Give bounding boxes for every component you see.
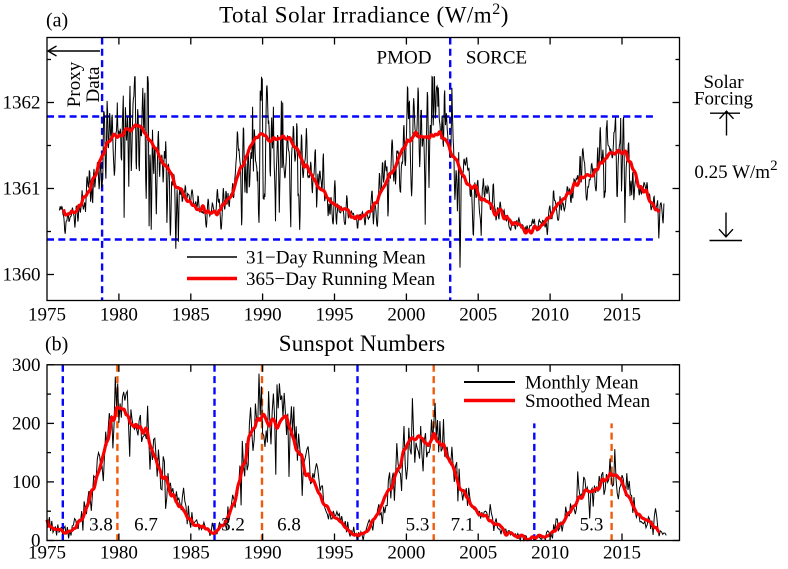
svg-text:Forcing: Forcing [694,89,754,110]
svg-text:2000: 2000 [387,543,425,564]
svg-text:1985: 1985 [172,543,210,564]
svg-text:1360: 1360 [3,265,41,286]
svg-text:1361: 1361 [3,179,41,200]
svg-text:5.3: 5.3 [580,515,604,536]
svg-text:2000: 2000 [387,305,425,326]
svg-text:1980: 1980 [100,305,138,326]
svg-text:6.8: 6.8 [277,515,301,536]
svg-text:(a): (a) [46,10,68,32]
svg-text:200: 200 [12,413,41,434]
svg-text:3.2: 3.2 [221,515,245,536]
svg-text:2005: 2005 [459,305,497,326]
svg-text:2010: 2010 [531,543,569,564]
svg-text:1362: 1362 [3,93,41,114]
svg-text:Smoothed Mean: Smoothed Mean [525,391,651,412]
svg-text:365−Day Running Mean: 365−Day Running Mean [246,269,436,290]
svg-text:2010: 2010 [531,305,569,326]
svg-text:1975: 1975 [28,543,66,564]
svg-text:(b): (b) [45,334,68,356]
svg-text:Proxy: Proxy [64,61,85,107]
svg-text:1995: 1995 [316,305,354,326]
svg-text:Solar: Solar [703,72,744,93]
svg-text:Sunspot Numbers: Sunspot Numbers [279,331,445,356]
svg-text:2015: 2015 [603,543,641,564]
svg-text:Monthly Mean: Monthly Mean [525,373,639,394]
svg-text:Total Solar Irradiance (W/m2): Total Solar Irradiance (W/m2) [219,1,509,28]
svg-text:SORCE: SORCE [466,48,527,69]
svg-text:31−Day Running Mean: 31−Day Running Mean [246,248,426,269]
svg-text:300: 300 [12,355,41,376]
svg-text:3.8: 3.8 [89,515,113,536]
svg-text:1975: 1975 [28,305,66,326]
svg-text:100: 100 [12,472,41,493]
svg-text:0: 0 [31,531,41,552]
svg-text:0.25 W/m2: 0.25 W/m2 [694,158,777,183]
svg-text:2015: 2015 [603,305,641,326]
svg-text:2005: 2005 [459,543,497,564]
svg-text:5.3: 5.3 [406,515,430,536]
svg-text:1990: 1990 [244,543,282,564]
svg-text:Data: Data [83,66,104,102]
svg-text:6.7: 6.7 [134,515,158,536]
svg-text:1990: 1990 [244,305,282,326]
svg-text:PMOD: PMOD [377,48,432,69]
svg-text:1985: 1985 [172,305,210,326]
svg-text:7.1: 7.1 [451,515,475,536]
svg-text:1980: 1980 [100,543,138,564]
svg-text:1995: 1995 [316,543,354,564]
